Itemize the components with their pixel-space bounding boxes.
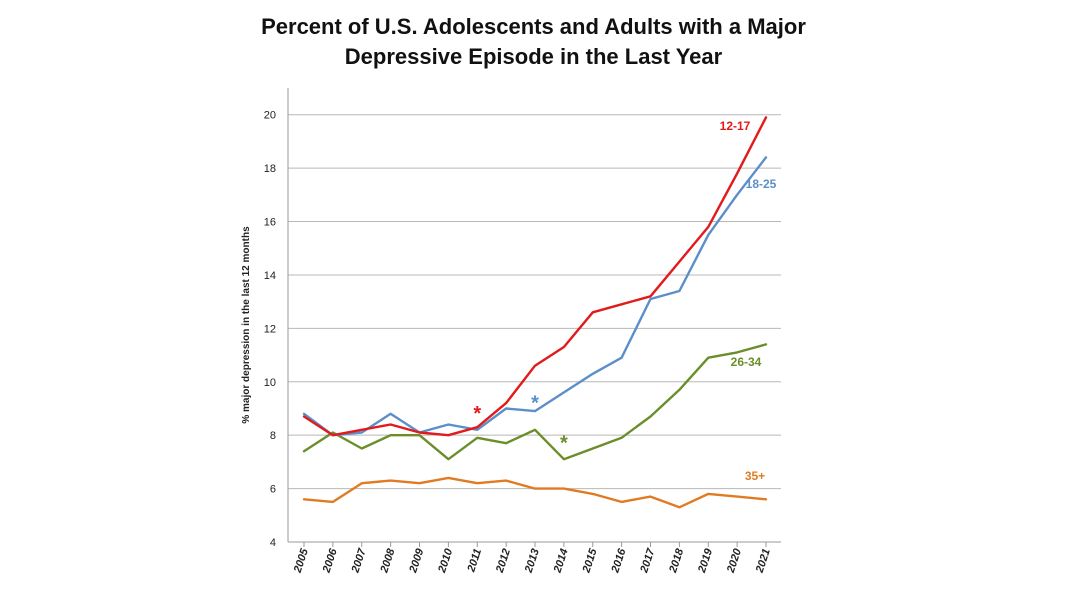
series-label-26-34: 26-34 xyxy=(731,355,762,369)
x-tick-label: 2019 xyxy=(696,546,716,575)
x-tick-label: 2021 xyxy=(754,547,773,575)
series-label-35plus: 35+ xyxy=(745,469,765,483)
series-labels: 12-17 18-25 26-34 35+ * * * xyxy=(473,119,776,483)
chart-title-line-2: Depressive Episode in the Last Year xyxy=(344,44,723,69)
x-tick-label: 2012 xyxy=(494,547,513,575)
series-label-18-25: 18-25 xyxy=(746,177,777,191)
y-tick-label: 6 xyxy=(270,484,276,496)
y-tick-label: 10 xyxy=(264,377,276,389)
x-tick-label: 2013 xyxy=(523,547,542,575)
chart-title-line-1: Percent of U.S. Adolescents and Adults w… xyxy=(261,14,806,39)
series-line-18-25 xyxy=(302,156,768,437)
annotation-asterisk: * xyxy=(531,392,539,414)
x-tick-label: 2006 xyxy=(320,546,340,575)
series-lines xyxy=(302,116,768,509)
gridlines xyxy=(288,114,781,543)
x-tick-label: 2011 xyxy=(465,547,484,574)
series-line-35plus xyxy=(302,476,768,509)
x-tick-label: 2017 xyxy=(638,546,658,575)
y-axis-label: % major depression in the last 12 months xyxy=(241,226,252,424)
x-tick-label: 2020 xyxy=(725,546,745,575)
y-tick-label: 4 xyxy=(270,537,276,549)
series-line-12-17 xyxy=(302,116,768,437)
chart-title: Percent of U.S. Adolescents and Adults w… xyxy=(0,12,1067,72)
y-tick-label: 16 xyxy=(264,217,276,229)
y-tick-label: 14 xyxy=(264,270,276,282)
x-tick-label: 2015 xyxy=(580,546,600,575)
x-tick-label: 2008 xyxy=(378,546,398,575)
x-tick-label: 2018 xyxy=(667,546,687,575)
y-tick-label: 20 xyxy=(264,110,276,122)
series-label-12-17: 12-17 xyxy=(720,119,751,133)
annotation-asterisk: * xyxy=(560,433,568,455)
annotation-asterisk: * xyxy=(473,403,481,425)
x-tick-label: 2005 xyxy=(292,546,312,575)
x-tick-label: 2010 xyxy=(436,546,456,575)
y-tick-label: 8 xyxy=(270,430,276,442)
x-tick-label: 2009 xyxy=(407,546,427,575)
x-tick-label: 2016 xyxy=(609,546,629,575)
x-tick-label: 2014 xyxy=(551,547,570,575)
series-line-26-34 xyxy=(302,343,768,461)
y-tick-label: 12 xyxy=(264,323,276,335)
axes: 4 6 8 10 12 14 16 18 20 2005 2006 2007 2008 2009 2010 2… xyxy=(264,88,781,575)
y-tick-label: 18 xyxy=(264,163,276,175)
x-tick-label: 2007 xyxy=(349,546,369,575)
